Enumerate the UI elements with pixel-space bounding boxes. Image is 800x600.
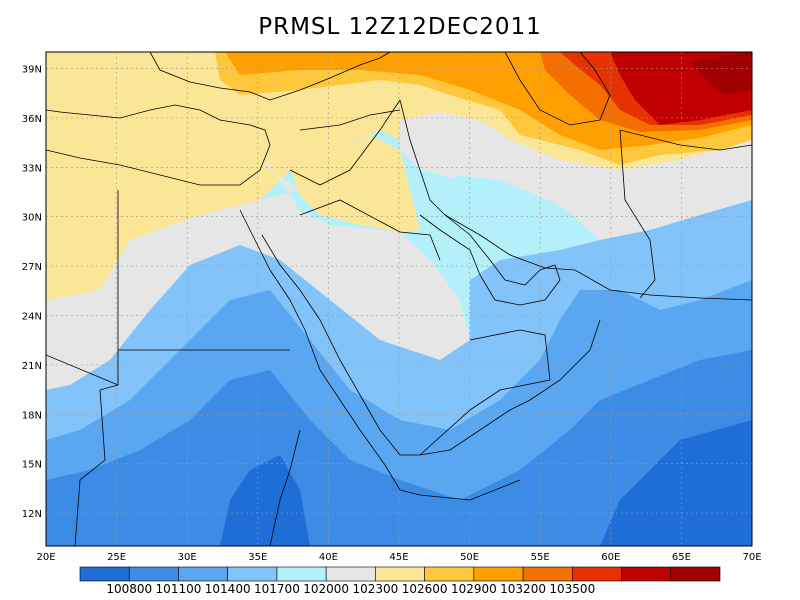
arabia-south-coast bbox=[419, 319, 601, 456]
colorbar-label: 102600 bbox=[402, 582, 448, 596]
colorbar-swatch bbox=[424, 566, 475, 582]
mediterranean-coast bbox=[46, 104, 271, 186]
fill-100800-zone-east bbox=[600, 420, 752, 546]
lon-tick-label: 60E bbox=[601, 552, 620, 563]
lat-tick-label: 36N bbox=[22, 114, 42, 125]
lat-tick-label: 15N bbox=[22, 460, 42, 471]
colorbar-swatch bbox=[227, 566, 278, 582]
ethiopia-border bbox=[269, 429, 301, 546]
lon-tick-label: 50E bbox=[460, 552, 479, 563]
libya-border bbox=[46, 354, 119, 386]
lon-tick-label: 30E bbox=[178, 552, 197, 563]
latitude-tick-labels: 39N 36N 33N 30N 27N 24N 21N 18N 15N 12N bbox=[22, 64, 42, 520]
colorbar-swatch bbox=[572, 566, 622, 582]
afghanistan-border bbox=[619, 129, 752, 151]
lon-tick-label: 40E bbox=[319, 552, 338, 563]
lon-tick-label: 70E bbox=[742, 552, 761, 563]
lat-tick-label: 27N bbox=[22, 262, 42, 273]
colorbar-label: 101700 bbox=[254, 582, 300, 596]
fill-104400-zone bbox=[690, 52, 752, 95]
longitude-tick-labels: 20E 25E 30E 35E 40E 45E 50E 55E 60E 65E 70E bbox=[36, 552, 761, 563]
lon-tick-label: 20E bbox=[36, 552, 55, 563]
colorbar-label: 102000 bbox=[303, 582, 349, 596]
fill-101100-zone bbox=[46, 350, 752, 546]
lat-tick-label: 12N bbox=[22, 509, 42, 520]
colorbar-swatch bbox=[522, 566, 573, 582]
lon-tick-label: 55E bbox=[531, 552, 550, 563]
lat-tick-label: 33N bbox=[22, 163, 42, 174]
colorbar-swatch bbox=[670, 566, 721, 582]
jordan-syria-border bbox=[289, 99, 401, 186]
sudan-chad-border bbox=[74, 350, 119, 546]
lon-tick-label: 35E bbox=[248, 552, 267, 563]
lat-tick-label: 18N bbox=[22, 410, 42, 421]
colorbar-swatch bbox=[621, 566, 672, 582]
lon-tick-label: 45E bbox=[389, 552, 408, 563]
colorbar-swatch bbox=[128, 566, 179, 582]
lon-tick-label: 25E bbox=[107, 552, 126, 563]
lat-tick-label: 30N bbox=[22, 213, 42, 224]
political-borders bbox=[46, 99, 752, 546]
colorbar-label: 100800 bbox=[106, 582, 152, 596]
iraq-iran-border bbox=[399, 99, 446, 216]
coastlines bbox=[46, 52, 752, 501]
colorbar-swatch bbox=[473, 566, 524, 582]
colorbar-label: 102300 bbox=[352, 582, 398, 596]
map-title: PRMSL 12Z12DEC2011 bbox=[258, 14, 542, 40]
lat-tick-label: 21N bbox=[22, 361, 42, 372]
colorbar-swatch bbox=[325, 566, 376, 582]
colorbar-swatch bbox=[276, 566, 327, 582]
colorbar-label: 101400 bbox=[205, 582, 251, 596]
colorbar: 100800 101100 101400 101700 102000 102300 1026… bbox=[79, 566, 721, 596]
colorbar-swatch bbox=[375, 566, 425, 582]
horn-of-africa-coast bbox=[399, 479, 521, 501]
colorbar-label: 102900 bbox=[451, 582, 497, 596]
caspian-coast bbox=[504, 52, 611, 126]
iran-coast bbox=[444, 214, 752, 301]
map-frame bbox=[45, 51, 753, 547]
fill-102600-tongue bbox=[290, 135, 420, 232]
red-sea-west-coast bbox=[239, 209, 401, 491]
lon-tick-label: 65E bbox=[672, 552, 691, 563]
persian-gulf-coast bbox=[419, 214, 561, 306]
fill-102300-zone-west bbox=[46, 150, 470, 390]
colorbar-label: 103200 bbox=[500, 582, 546, 596]
red-sea-east-coast bbox=[261, 234, 420, 456]
anatolia-coast bbox=[149, 52, 391, 101]
lat-tick-label: 39N bbox=[22, 64, 42, 75]
lat-tick-label: 24N bbox=[22, 311, 42, 322]
colorbar-swatch bbox=[178, 566, 228, 582]
turkey-syria-border bbox=[299, 109, 401, 131]
saudi-iraq-border bbox=[299, 199, 441, 261]
yemen-oman-border bbox=[419, 329, 551, 456]
colorbar-swatch bbox=[79, 566, 130, 582]
colorbar-label: 103500 bbox=[549, 582, 595, 596]
colorbar-label: 101100 bbox=[156, 582, 202, 596]
fill-102300-zone-east bbox=[400, 112, 752, 240]
iran-pakistan-border bbox=[619, 129, 656, 299]
